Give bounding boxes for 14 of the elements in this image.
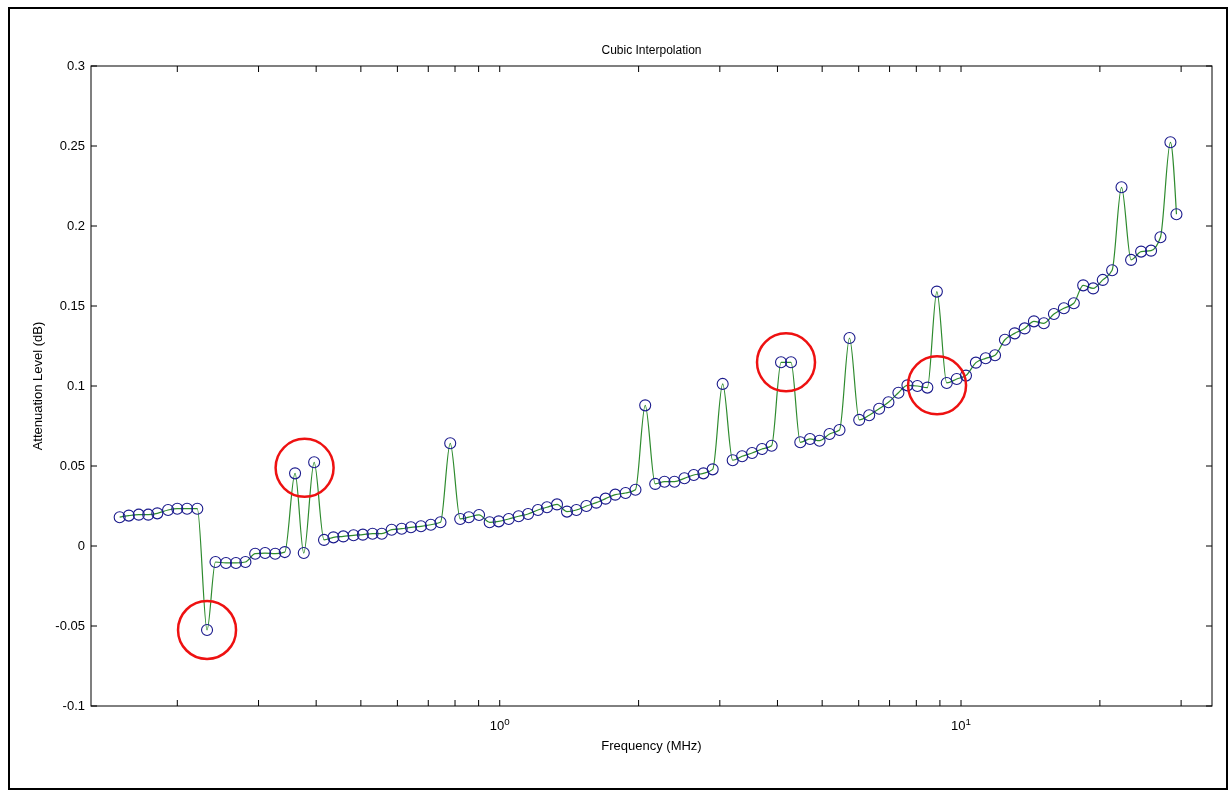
y-tick-label: 0.2 (66, 218, 85, 233)
y-tick-label: -0.05 (55, 618, 85, 633)
y-tick-label: 0.1 (66, 378, 85, 393)
y-tick-label: 0.3 (66, 58, 85, 73)
y-tick-label: 0.15 (59, 298, 85, 313)
y-tick-label: 0.05 (59, 458, 85, 473)
x-tick-label: 10$^{0}$ (489, 715, 511, 733)
y-tick-label: 0.25 (59, 138, 85, 153)
y-axis-title: Attenuation Level (dB) (30, 321, 45, 451)
y-tick-label: -0.1 (62, 698, 85, 713)
y-tick-label: 0 (77, 538, 85, 553)
x-axis-title: Frequency (MHz) (601, 738, 702, 753)
x-tick-label: 10$^{1}$ (951, 715, 971, 733)
chart-title: Cubic Interpolation (601, 43, 702, 57)
